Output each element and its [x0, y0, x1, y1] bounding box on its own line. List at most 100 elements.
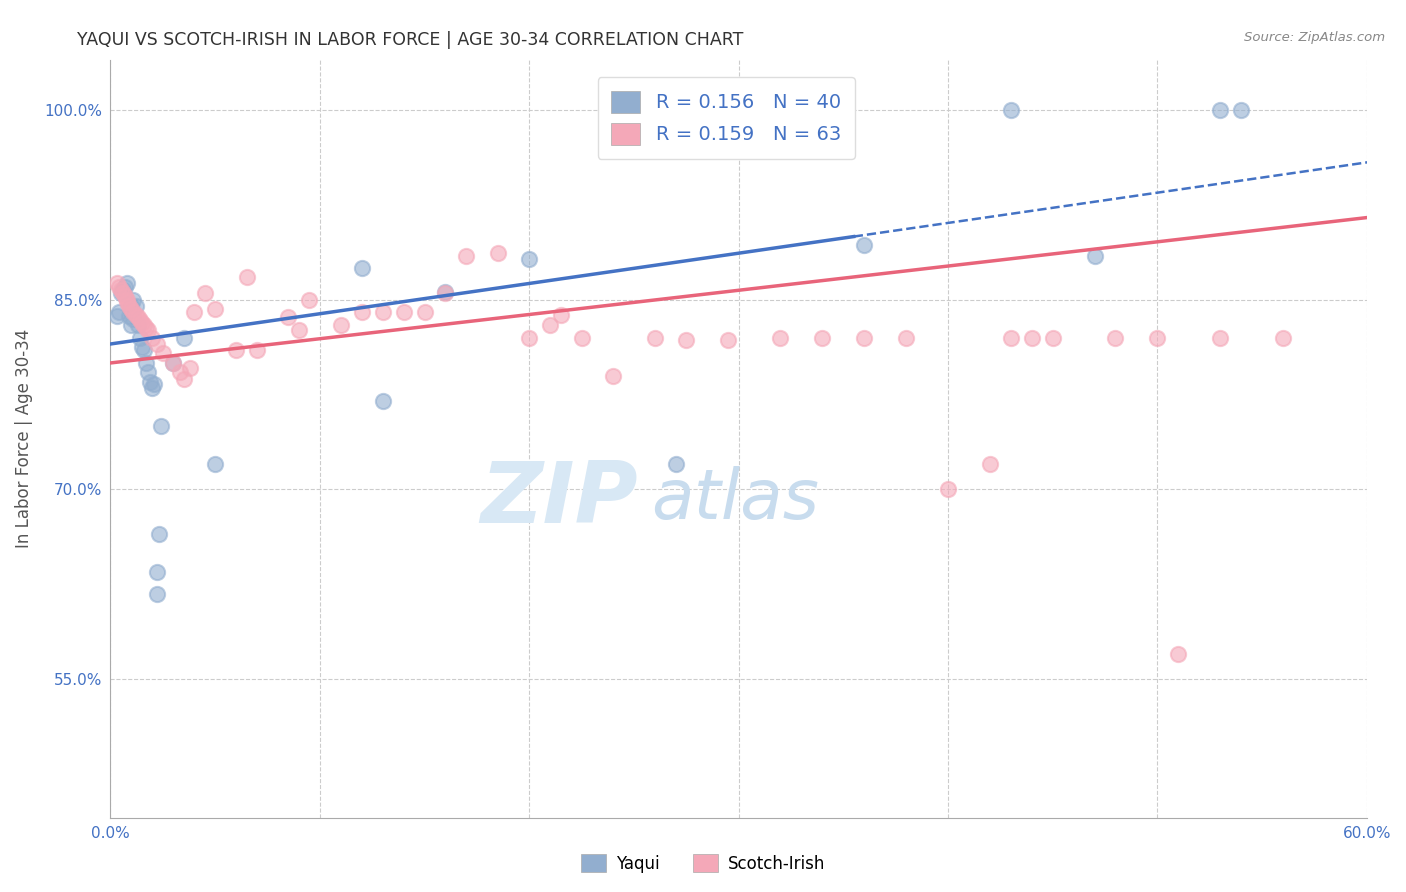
Point — [350, 261, 373, 276]
Point — [183, 305, 205, 319]
Point — [675, 333, 697, 347]
Point — [811, 331, 834, 345]
Point — [1083, 248, 1105, 262]
Point — [644, 331, 666, 345]
Point — [115, 277, 138, 291]
Point — [143, 377, 166, 392]
Point — [769, 331, 792, 345]
Point — [1000, 103, 1022, 117]
Text: Source: ZipAtlas.com: Source: ZipAtlas.com — [1244, 31, 1385, 45]
Point — [122, 305, 145, 319]
Point — [122, 311, 145, 326]
Point — [979, 457, 1001, 471]
Point — [665, 457, 688, 471]
Point — [128, 313, 150, 327]
Point — [139, 375, 162, 389]
Point — [1000, 331, 1022, 345]
Point — [127, 318, 149, 332]
Point — [204, 457, 226, 471]
Legend: Yaqui, Scotch-Irish: Yaqui, Scotch-Irish — [574, 847, 832, 880]
Point — [111, 286, 134, 301]
Point — [246, 343, 269, 358]
Point — [145, 337, 167, 351]
Point — [288, 323, 311, 337]
Point — [136, 365, 159, 379]
Point — [434, 286, 457, 301]
Point — [120, 301, 142, 316]
Point — [1272, 331, 1295, 345]
Point — [124, 299, 146, 313]
Point — [194, 286, 217, 301]
Point — [120, 318, 142, 332]
Point — [1209, 103, 1232, 117]
Point — [118, 309, 141, 323]
Point — [115, 293, 138, 307]
Point — [1146, 331, 1168, 345]
Text: YAQUI VS SCOTCH-IRISH IN LABOR FORCE | AGE 30-34 CORRELATION CHART: YAQUI VS SCOTCH-IRISH IN LABOR FORCE | A… — [77, 31, 744, 49]
Point — [894, 331, 917, 345]
Point — [114, 280, 136, 294]
Point — [120, 299, 142, 313]
Point — [853, 238, 876, 252]
Point — [108, 280, 131, 294]
Point — [173, 331, 195, 345]
Point — [790, 103, 813, 117]
Point — [169, 365, 191, 379]
Point — [114, 289, 136, 303]
Point — [936, 483, 959, 497]
Point — [517, 331, 540, 345]
Point — [105, 277, 128, 291]
Point — [371, 393, 394, 408]
Point — [108, 305, 131, 319]
Point — [456, 248, 478, 262]
Point — [149, 419, 172, 434]
Point — [1042, 331, 1064, 345]
Text: atlas: atlas — [651, 466, 818, 533]
Point — [152, 346, 174, 360]
Point — [298, 293, 321, 307]
Point — [111, 283, 134, 297]
Point — [392, 305, 415, 319]
Point — [132, 318, 155, 332]
Point — [235, 270, 257, 285]
Point — [162, 356, 184, 370]
Point — [127, 310, 149, 325]
Point — [124, 308, 146, 322]
Point — [517, 252, 540, 267]
Point — [538, 318, 561, 332]
Point — [179, 361, 201, 376]
Point — [717, 333, 740, 347]
Point — [148, 526, 170, 541]
Point — [122, 293, 145, 307]
Point — [131, 339, 153, 353]
Point — [118, 299, 141, 313]
Point — [832, 103, 855, 117]
Point — [413, 305, 436, 319]
Point — [115, 295, 138, 310]
Point — [350, 305, 373, 319]
Point — [110, 283, 132, 297]
Point — [132, 343, 155, 358]
Point — [434, 285, 457, 300]
Point — [135, 320, 157, 334]
Point — [105, 309, 128, 323]
Point — [1167, 647, 1189, 661]
Point — [204, 301, 226, 316]
Point — [1104, 331, 1126, 345]
Point — [225, 343, 247, 358]
Point — [128, 331, 150, 345]
Point — [136, 323, 159, 337]
Point — [1021, 331, 1043, 345]
Point — [571, 331, 593, 345]
Point — [1230, 103, 1253, 117]
Point — [853, 331, 876, 345]
Text: ZIP: ZIP — [481, 458, 638, 541]
Point — [602, 368, 624, 383]
Point — [135, 356, 157, 370]
Point — [550, 308, 572, 322]
Point — [145, 587, 167, 601]
Y-axis label: In Labor Force | Age 30-34: In Labor Force | Age 30-34 — [15, 329, 32, 549]
Point — [486, 246, 509, 260]
Legend: R = 0.156   N = 40, R = 0.159   N = 63: R = 0.156 N = 40, R = 0.159 N = 63 — [598, 77, 855, 159]
Point — [141, 381, 163, 395]
